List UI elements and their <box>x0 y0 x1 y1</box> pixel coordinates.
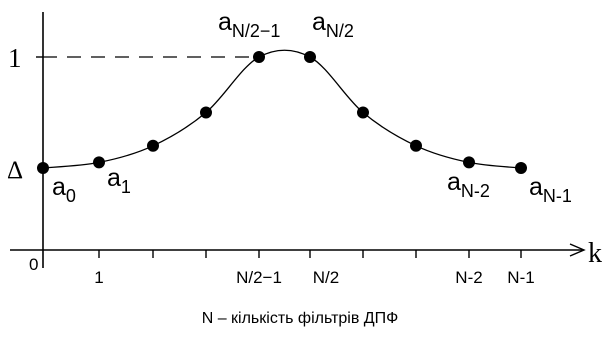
point-label-aN2m1-sub: N/2−1 <box>232 21 281 41</box>
point-label-a1: a1 <box>107 164 131 197</box>
sample-point-2 <box>147 139 159 152</box>
sample-point-3 <box>200 106 212 119</box>
point-label-aNm1: aN-1 <box>529 173 572 206</box>
point-label-aN2m1-base: a <box>218 8 232 36</box>
sample-point-6 <box>357 106 369 119</box>
point-label-aN2-sub: N/2 <box>326 21 354 41</box>
sample-points <box>37 51 527 174</box>
point-label-a1-sub: 1 <box>121 177 131 197</box>
x-axis-name: k <box>588 238 602 269</box>
sample-point-1 <box>93 156 105 169</box>
point-label-a1-base: a <box>107 164 121 192</box>
point-label-aN2-base: a <box>312 8 326 36</box>
point-label-aNm2-sub: N-2 <box>461 181 490 201</box>
sample-point-0 <box>37 162 49 174</box>
x-label-origin: 0 <box>29 255 38 274</box>
point-label-a0-sub: 0 <box>66 186 76 206</box>
sample-point-8 <box>463 156 475 169</box>
x-label-n2m1: N/2−1 <box>236 268 282 287</box>
point-label-aNm2: aN-2 <box>447 168 490 201</box>
x-axis-arrow <box>569 243 586 257</box>
point-label-aNm1-sub: N-1 <box>543 186 572 206</box>
point-label-a0-base: a <box>52 173 66 201</box>
sample-point-9 <box>515 162 527 174</box>
figure-caption: N – кількість фільтрів ДПФ <box>202 310 399 327</box>
x-label-n2: N/2 <box>313 268 339 287</box>
x-label-nm1: N-1 <box>507 268 534 287</box>
sample-point-4 <box>253 51 265 63</box>
point-label-aNm1-base: a <box>529 173 543 201</box>
point-label-aNm2-base: a <box>447 168 461 196</box>
sample-point-5 <box>304 51 316 63</box>
y-label-delta: Δ <box>7 157 23 184</box>
x-ticks <box>98 250 522 258</box>
point-label-aN2: aN/2 <box>312 8 354 41</box>
x-label-nm2: N-2 <box>455 268 482 287</box>
point-label-aN2m1: aN/2−1 <box>218 8 280 41</box>
y-label-one: 1 <box>8 43 22 73</box>
point-label-a0: a0 <box>52 173 76 206</box>
sample-point-7 <box>410 139 422 152</box>
response-curve <box>42 49 522 169</box>
x-label-1: 1 <box>94 268 103 287</box>
